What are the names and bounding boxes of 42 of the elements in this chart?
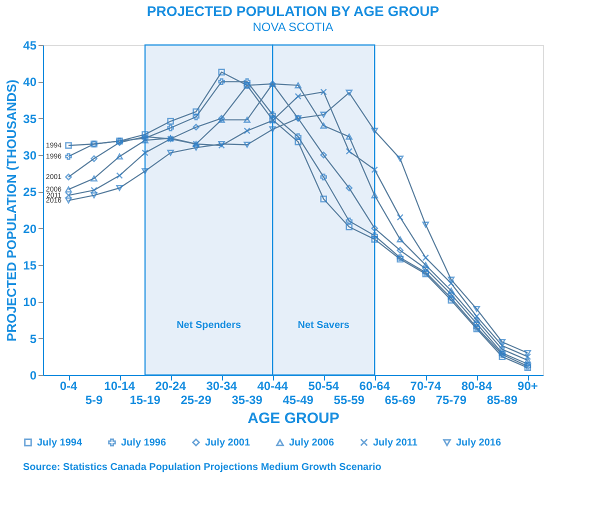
y-tick-label: 40: [23, 75, 37, 90]
y-tick-label: 5: [30, 332, 37, 346]
y-tick-label: 45: [23, 38, 37, 52]
x-tick-label: 40-44: [257, 379, 288, 393]
x-tick-label: 85-89: [486, 393, 518, 407]
y-axis-title: PROJECTED POPULATION (THOUSANDS): [4, 80, 20, 342]
x-tick-label: 90+: [518, 379, 538, 393]
legend-label: July 1994: [37, 437, 82, 448]
x-tick-label: 20-24: [155, 379, 186, 393]
x-tick-label: 70-74: [410, 379, 442, 393]
x-tick-label: 50-54: [308, 379, 340, 393]
y-tick-label: 35: [23, 112, 37, 126]
chart-title: PROJECTED POPULATION BY AGE GROUP: [146, 3, 440, 19]
x-tick-label: 60-64: [359, 379, 390, 393]
legend-label: July 1996: [121, 437, 166, 448]
x-tick-label: 80-84: [461, 379, 492, 393]
y-tick-label: 30: [23, 148, 37, 162]
chart-subtitle: NOVA SCOTIA: [252, 20, 334, 34]
y-tick-label: 10: [23, 295, 37, 310]
y-tick-label: 0: [30, 368, 37, 382]
legend-label: July 2011: [373, 437, 418, 448]
y-tick-label: 20: [23, 222, 37, 236]
x-tick-label: 10-14: [104, 379, 136, 393]
x-tick-label: 65-69: [384, 393, 416, 407]
y-tick-label: 15: [23, 258, 37, 272]
x-tick-label: 15-19: [130, 393, 161, 407]
band-label: Net Spenders: [176, 320, 242, 331]
x-tick-label: 25-29: [180, 393, 212, 407]
x-tick-label: 55-59: [334, 393, 365, 407]
x-tick-label: 30-34: [206, 379, 238, 393]
x-tick-label: 5-9: [85, 393, 104, 407]
band-label: Net Savers: [298, 320, 350, 331]
x-tick-label: 0-4: [60, 379, 78, 393]
x-tick-label: 45-49: [282, 393, 314, 407]
legend-label: July 2001: [205, 437, 250, 448]
x-tick-label: 35-39: [232, 393, 263, 407]
y-tick-label: 25: [23, 185, 37, 200]
legend-label: July 2006: [289, 438, 334, 449]
legend-label: July 2016: [456, 438, 502, 449]
x-axis-title: AGE GROUP: [248, 410, 340, 427]
x-tick-label: 75-79: [436, 393, 467, 407]
source-note: Source: Statistics Canada Population Projections Medium Growth Scenario: [23, 462, 382, 473]
